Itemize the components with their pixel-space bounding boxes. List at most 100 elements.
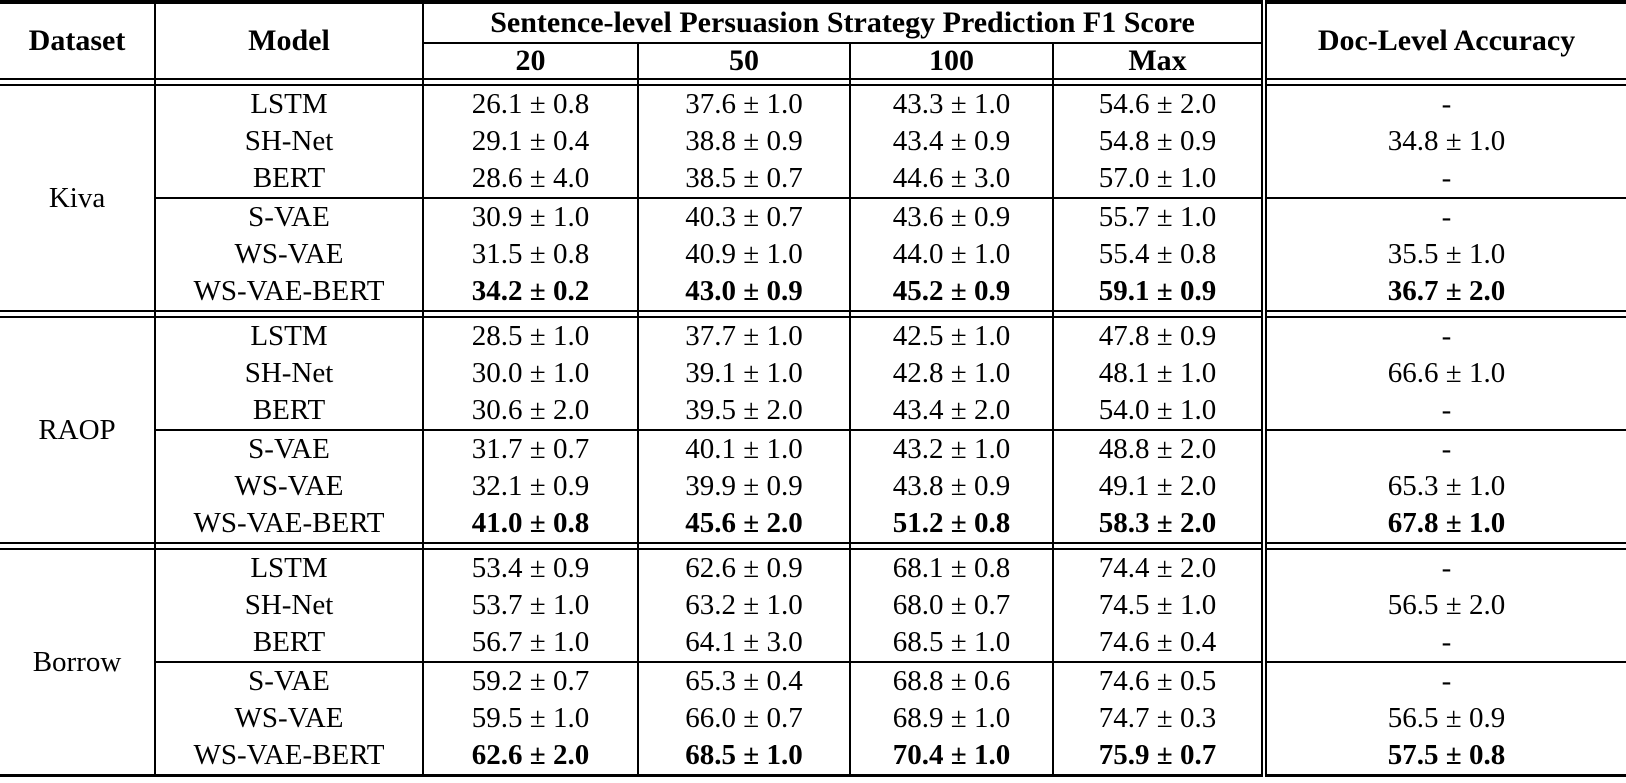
- f1-cell: 32.1 ± 0.9: [422, 468, 638, 505]
- f1-cell: 53.7 ± 1.0: [422, 587, 638, 624]
- header-model: Model: [154, 2, 423, 79]
- header-subcol-50: 50: [637, 42, 850, 79]
- f1-cell: 68.5 ± 1.0: [849, 624, 1053, 662]
- f1-cell: 68.9 ± 1.0: [849, 700, 1053, 737]
- separator-cell: [154, 78, 423, 86]
- f1-cell: 63.2 ± 1.0: [637, 587, 850, 624]
- separator-cell: [849, 310, 1053, 318]
- f1-cell: 74.7 ± 0.3: [1051, 700, 1265, 737]
- header-row-1: Dataset Model Sentence-level Persuasion …: [0, 2, 1626, 79]
- table-row: WS-VAE-BERT 41.0 ± 0.8 45.6 ± 2.0 51.2 ±…: [0, 505, 1626, 543]
- header-dataset: Dataset: [28, 24, 126, 57]
- f1-cell: 39.1 ± 1.0: [637, 355, 850, 392]
- f1-cell: 37.7 ± 1.0: [637, 317, 850, 355]
- f1-cell: 43.8 ± 0.9: [849, 468, 1053, 505]
- f1-cell: 40.3 ± 0.7: [637, 197, 850, 236]
- dataset-label: Borrow: [32, 645, 122, 678]
- f1-cell: 57.0 ± 1.0: [1051, 160, 1265, 198]
- table-row: WS-VAE 32.1 ± 0.9 39.9 ± 0.9 43.8 ± 0.9 …: [0, 468, 1626, 505]
- model-cell: BERT: [154, 624, 423, 662]
- f1-cell: 48.8 ± 2.0: [1051, 429, 1265, 468]
- f1-cell: 49.1 ± 2.0: [1051, 468, 1265, 505]
- doc-accuracy-cell: 57.5 ± 0.8: [1261, 737, 1626, 776]
- f1-cell: 55.7 ± 1.0: [1051, 197, 1265, 236]
- model-cell: S-VAE: [154, 197, 423, 236]
- model-cell: SH-Net: [154, 123, 423, 160]
- f1-cell: 68.5 ± 1.0: [637, 737, 850, 776]
- header-subcol-20: 20: [422, 42, 638, 79]
- f1-cell: 26.1 ± 0.8: [422, 85, 638, 123]
- doc-accuracy-cell: 34.8 ± 1.0: [1261, 123, 1626, 160]
- table-row: WS-VAE-BERT 62.6 ± 2.0 68.5 ± 1.0 70.4 ±…: [0, 737, 1626, 776]
- model-cell: WS-VAE: [154, 700, 423, 737]
- f1-cell: 43.0 ± 0.9: [637, 273, 850, 311]
- f1-cell: 28.5 ± 1.0: [422, 317, 638, 355]
- doc-accuracy-cell: -: [1261, 549, 1626, 587]
- f1-cell: 51.2 ± 0.8: [849, 505, 1053, 543]
- f1-cell: 70.4 ± 1.0: [849, 737, 1053, 776]
- doc-accuracy-cell: -: [1261, 661, 1626, 700]
- f1-cell: 74.6 ± 0.4: [1051, 624, 1265, 662]
- model-cell: WS-VAE: [154, 236, 423, 273]
- f1-cell: 30.0 ± 1.0: [422, 355, 638, 392]
- f1-cell: 47.8 ± 0.9: [1051, 317, 1265, 355]
- doc-accuracy-cell: 36.7 ± 2.0: [1261, 273, 1626, 311]
- table-row: Kiva LSTM 26.1 ± 0.8 37.6 ± 1.0 43.3 ± 1…: [0, 85, 1626, 214]
- separator-cell: [849, 542, 1053, 550]
- separator-cell: [849, 78, 1053, 86]
- f1-cell: 62.6 ± 2.0: [422, 737, 638, 776]
- table-row: RAOP LSTM 28.5 ± 1.0 37.7 ± 1.0 42.5 ± 1…: [0, 317, 1626, 446]
- model-cell: SH-Net: [154, 587, 423, 624]
- header-f1-group: Sentence-level Persuasion Strategy Predi…: [421, 2, 1265, 43]
- separator-cell: [637, 78, 850, 86]
- f1-cell: 43.3 ± 1.0: [849, 85, 1053, 123]
- model-cell: LSTM: [154, 85, 423, 123]
- doc-accuracy-cell: 35.5 ± 1.0: [1261, 236, 1626, 273]
- model-cell: S-VAE: [154, 661, 423, 700]
- f1-cell: 37.6 ± 1.0: [637, 85, 850, 123]
- f1-cell: 45.2 ± 0.9: [849, 273, 1053, 311]
- doc-accuracy-cell: 56.5 ± 2.0: [1261, 587, 1626, 624]
- table-row: WS-VAE-BERT 34.2 ± 0.2 43.0 ± 0.9 45.2 ±…: [0, 273, 1626, 311]
- doc-accuracy-cell: 65.3 ± 1.0: [1261, 468, 1626, 505]
- f1-cell: 53.4 ± 0.9: [422, 549, 638, 587]
- f1-cell: 74.4 ± 2.0: [1051, 549, 1265, 587]
- f1-cell: 38.8 ± 0.9: [637, 123, 850, 160]
- f1-cell: 45.6 ± 2.0: [637, 505, 850, 543]
- f1-cell: 34.2 ± 0.2: [422, 273, 638, 311]
- f1-cell: 54.6 ± 2.0: [1051, 85, 1265, 123]
- dataset-label: Kiva: [48, 181, 106, 214]
- model-cell: WS-VAE: [154, 468, 423, 505]
- f1-cell: 42.5 ± 1.0: [849, 317, 1053, 355]
- table-row: S-VAE 31.7 ± 0.7 40.1 ± 1.0 43.2 ± 1.0 4…: [0, 429, 1626, 468]
- f1-cell: 42.8 ± 1.0: [849, 355, 1053, 392]
- f1-cell: 65.3 ± 0.4: [637, 661, 850, 700]
- f1-cell: 54.0 ± 1.0: [1051, 392, 1265, 430]
- separator-cell: [1051, 310, 1265, 318]
- f1-cell: 59.1 ± 0.9: [1051, 273, 1265, 311]
- model-cell: WS-VAE-BERT: [154, 737, 423, 776]
- model-cell: WS-VAE-BERT: [154, 505, 423, 543]
- f1-cell: 44.6 ± 3.0: [849, 160, 1053, 198]
- doc-accuracy-cell: -: [1261, 429, 1626, 468]
- f1-cell: 43.6 ± 0.9: [849, 197, 1053, 236]
- separator-cell: [1261, 310, 1626, 318]
- f1-cell: 29.1 ± 0.4: [422, 123, 638, 160]
- doc-accuracy-cell: -: [1261, 85, 1626, 123]
- f1-cell: 68.1 ± 0.8: [849, 549, 1053, 587]
- f1-cell: 68.8 ± 0.6: [849, 661, 1053, 700]
- f1-cell: 28.6 ± 4.0: [422, 160, 638, 198]
- f1-cell: 74.5 ± 1.0: [1051, 587, 1265, 624]
- doc-accuracy-cell: -: [1261, 317, 1626, 355]
- table-row: SH-Net 53.7 ± 1.0 63.2 ± 1.0 68.0 ± 0.7 …: [0, 587, 1626, 624]
- f1-cell: 66.0 ± 0.7: [637, 700, 850, 737]
- separator-cell: [1261, 78, 1626, 86]
- separator-cell: [1261, 542, 1626, 550]
- table-row: S-VAE 59.2 ± 0.7 65.3 ± 0.4 68.8 ± 0.6 7…: [0, 661, 1626, 700]
- section-separator: [0, 310, 1626, 318]
- f1-cell: 39.9 ± 0.9: [637, 468, 850, 505]
- f1-cell: 74.6 ± 0.5: [1051, 661, 1265, 700]
- doc-accuracy-cell: 67.8 ± 1.0: [1261, 505, 1626, 543]
- f1-cell: 59.2 ± 0.7: [422, 661, 638, 700]
- separator-cell: [1051, 78, 1265, 86]
